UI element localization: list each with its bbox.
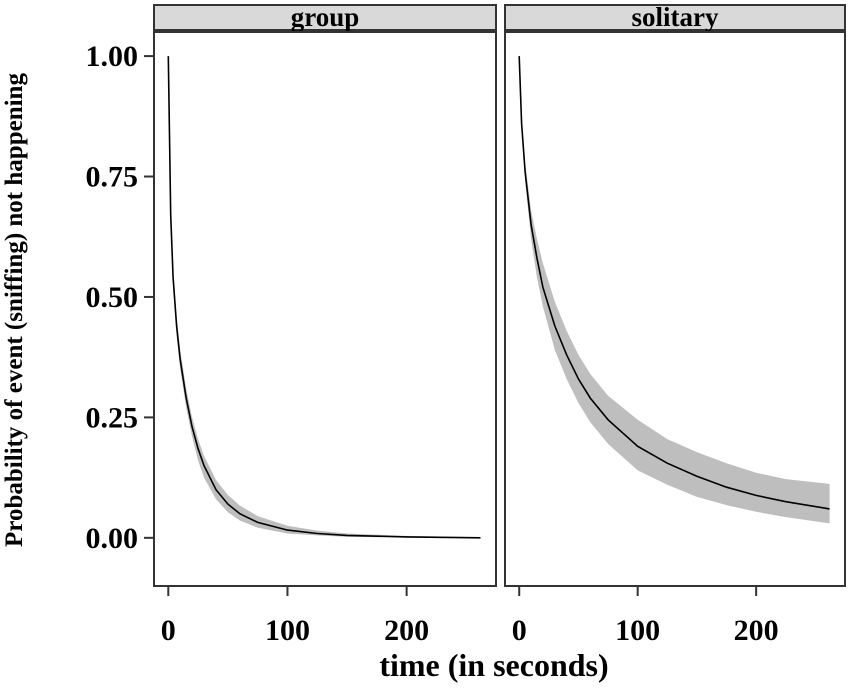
x-tick-label-group-200: 200 [384,614,429,647]
survival-curve-solitary [518,56,830,510]
x-tick-label-group-100: 100 [265,614,310,647]
x-tick-label-group-0: 0 [161,614,176,647]
confidence-band-solitary [519,56,830,524]
x-tick-label-solitary-0: 0 [512,614,527,647]
strip-group [153,4,497,31]
confidence-band-group [168,56,481,538]
panel-solitary: solitary [504,2,846,587]
x-axis-title: time (in seconds) [379,647,608,683]
y-tick-label-0.5: 0.50 [86,281,139,314]
x-tick-label-solitary-200: 200 [734,614,779,647]
y-tick-label-0.75: 0.75 [86,161,139,194]
strip-label-group: group [291,2,360,32]
panel-border-group [153,31,497,587]
survival-curve-group [167,56,481,539]
y-axis-title: Probability of event (sniffing) not happ… [1,73,28,547]
strip-label-solitary: solitary [632,2,719,32]
y-tick-label-0: 0.00 [86,522,139,555]
y-tick-label-1: 1.00 [86,40,139,73]
panel-group: group [153,2,497,587]
panel-border-solitary [504,31,846,587]
y-tick-label-0.25: 0.25 [86,401,139,434]
x-tick-label-solitary-100: 100 [615,614,660,647]
strip-solitary [504,4,846,31]
